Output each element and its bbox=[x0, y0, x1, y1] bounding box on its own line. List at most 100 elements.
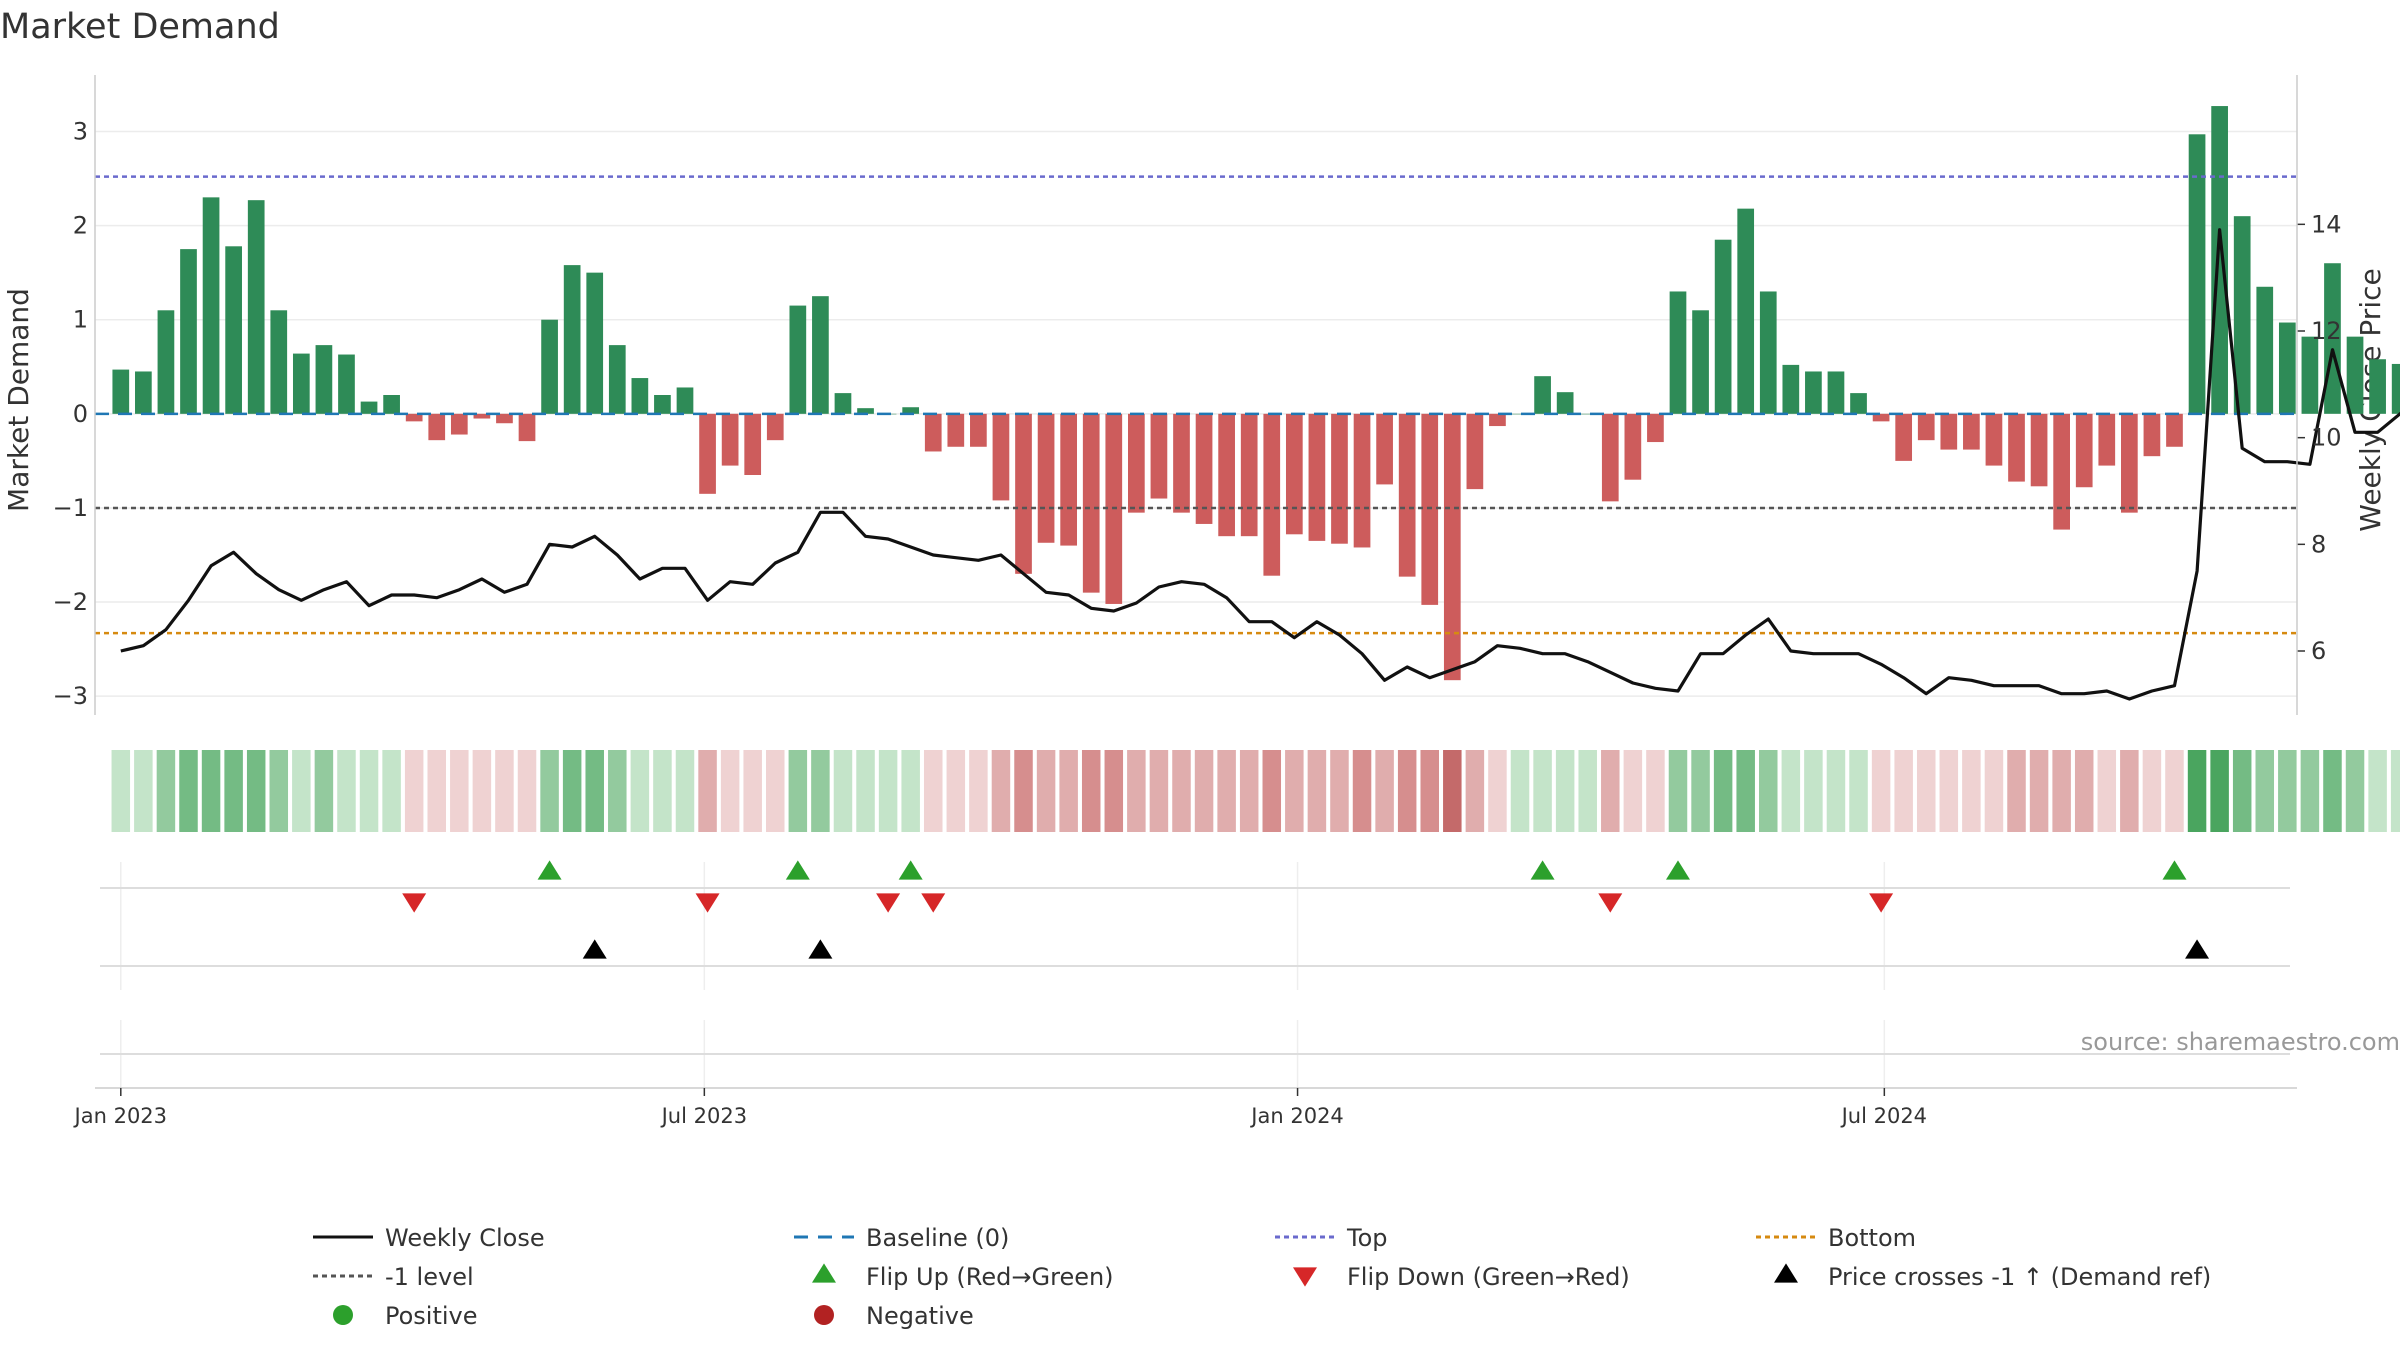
left-tick-label: −1 bbox=[53, 494, 88, 522]
heat-cell bbox=[2029, 750, 2049, 832]
demand-bar bbox=[1285, 413, 1303, 535]
demand-bar bbox=[1579, 413, 1597, 415]
heat-cell bbox=[1443, 750, 1462, 832]
flip-up-marker bbox=[1530, 860, 1555, 880]
demand-bar bbox=[1218, 413, 1235, 537]
weekly-close-layer bbox=[120, 228, 2400, 701]
demand-bar bbox=[1466, 413, 1484, 490]
left-tick-label: −2 bbox=[53, 588, 88, 616]
legend-label: Baseline (0) bbox=[866, 1224, 1009, 1252]
demand-bar bbox=[2121, 413, 2138, 513]
heat-cell bbox=[698, 750, 717, 832]
heat-cell bbox=[743, 750, 762, 832]
heat-cell bbox=[337, 750, 356, 832]
heat-cell bbox=[1578, 750, 1597, 832]
heat-cell bbox=[1691, 750, 1710, 832]
heat-cell bbox=[269, 750, 289, 832]
demand-bar bbox=[270, 310, 288, 414]
demand-bar bbox=[518, 413, 536, 442]
heat-cell bbox=[1826, 750, 1846, 832]
demand-bar bbox=[157, 310, 175, 414]
legend-swatch-circle bbox=[333, 1305, 353, 1325]
demand-bar bbox=[2233, 216, 2251, 414]
heat-cell bbox=[923, 750, 943, 832]
demand-bar bbox=[1443, 413, 1461, 681]
heat-cell bbox=[1420, 750, 1439, 832]
heat-cell bbox=[1059, 750, 1078, 832]
flip-down-marker bbox=[695, 893, 720, 913]
heat-cell bbox=[1533, 750, 1552, 832]
right-tick-label: 6 bbox=[2311, 637, 2326, 665]
heat-cell bbox=[1262, 750, 1282, 832]
demand-bar bbox=[1353, 413, 1371, 548]
heat-cell bbox=[788, 750, 808, 832]
heat-cell bbox=[1330, 750, 1349, 832]
heat-cell bbox=[2142, 750, 2162, 832]
right-tick-label: 14 bbox=[2311, 210, 2342, 238]
heat-cell bbox=[2210, 750, 2229, 832]
legend: Weekly Close Baseline (0) Top Bottom -1 leve… bbox=[313, 1224, 2211, 1330]
demand-bar bbox=[631, 378, 649, 414]
heat-cell bbox=[630, 750, 650, 832]
heat-cell bbox=[2007, 750, 2026, 832]
heat-cell bbox=[292, 750, 311, 832]
demand-bar bbox=[360, 401, 378, 414]
x-tick-label: Jan 2024 bbox=[1249, 1104, 1344, 1128]
heat-cell bbox=[1601, 750, 1620, 832]
legend-swatch-triangle-up bbox=[1774, 1263, 1798, 1283]
flip-up-marker bbox=[898, 860, 923, 880]
heat-cell bbox=[2255, 750, 2275, 832]
demand-bar bbox=[1060, 413, 1078, 546]
demand-bar bbox=[654, 395, 671, 414]
demand-bar bbox=[1489, 413, 1506, 427]
demand-heat-strip bbox=[111, 750, 2400, 832]
heat-cell bbox=[1894, 750, 1913, 832]
heat-cell bbox=[1465, 750, 1485, 832]
heat-cell bbox=[1014, 750, 1033, 832]
flip-down-marker bbox=[876, 893, 901, 913]
chart-title: Market Demand bbox=[0, 7, 280, 47]
demand-bar bbox=[924, 413, 942, 452]
heat-cell bbox=[2120, 750, 2139, 832]
right-tick-label: 8 bbox=[2311, 530, 2326, 558]
heat-cell bbox=[359, 750, 379, 832]
heat-cell bbox=[2165, 750, 2184, 832]
left-tick-label: −3 bbox=[53, 682, 88, 710]
flip-up-marker bbox=[2162, 860, 2187, 880]
heat-cell bbox=[1081, 750, 1101, 832]
demand-bar bbox=[180, 249, 197, 414]
demand-bar bbox=[1173, 413, 1190, 513]
heat-cell bbox=[1172, 750, 1191, 832]
heat-cell bbox=[1127, 750, 1146, 832]
demand-bar bbox=[1917, 413, 1935, 441]
legend-label: Top bbox=[1346, 1224, 1388, 1252]
heat-cell bbox=[156, 750, 176, 832]
legend-label: Bottom bbox=[1828, 1224, 1916, 1252]
heat-cell bbox=[134, 750, 153, 832]
demand-bar bbox=[1737, 208, 1755, 414]
demand-bar bbox=[1331, 413, 1348, 544]
flip-up-marker bbox=[1665, 860, 1690, 880]
heat-cell bbox=[1849, 750, 1868, 832]
demand-bar bbox=[2188, 134, 2206, 414]
flip-down-marker bbox=[921, 893, 946, 913]
demand-bar bbox=[2030, 413, 2048, 487]
demand-bar bbox=[1827, 371, 1845, 414]
heat-cell bbox=[833, 750, 853, 832]
demand-bar bbox=[2278, 322, 2296, 414]
demand-bar bbox=[1759, 291, 1777, 414]
heat-cell bbox=[2390, 750, 2400, 832]
heat-cell bbox=[472, 750, 492, 832]
heat-cell bbox=[856, 750, 875, 832]
heat-cell bbox=[1759, 750, 1778, 832]
flip-up-marker bbox=[537, 860, 562, 880]
demand-bar bbox=[789, 305, 807, 414]
heat-cell bbox=[1871, 750, 1891, 832]
heat-cell bbox=[404, 750, 424, 832]
heat-cell bbox=[1916, 750, 1936, 832]
heat-cell bbox=[2232, 750, 2252, 832]
heat-cell bbox=[1510, 750, 1530, 832]
legend-label: Negative bbox=[866, 1302, 974, 1330]
legend-swatch-triangle-down bbox=[1293, 1267, 1317, 1287]
demand-bar bbox=[2166, 413, 2183, 447]
